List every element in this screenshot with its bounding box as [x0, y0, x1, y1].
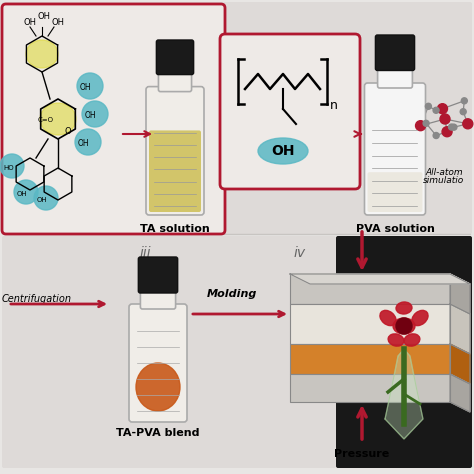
Ellipse shape	[404, 334, 420, 346]
Ellipse shape	[258, 138, 308, 164]
Ellipse shape	[388, 334, 404, 346]
Circle shape	[423, 120, 429, 127]
FancyBboxPatch shape	[2, 236, 336, 468]
FancyBboxPatch shape	[290, 274, 450, 304]
FancyBboxPatch shape	[156, 40, 194, 74]
Circle shape	[34, 186, 58, 210]
FancyBboxPatch shape	[220, 34, 360, 189]
FancyBboxPatch shape	[365, 83, 426, 215]
FancyBboxPatch shape	[375, 35, 415, 71]
Text: simulatio: simulatio	[423, 176, 465, 185]
Text: OH: OH	[24, 18, 37, 27]
Text: C=O: C=O	[38, 117, 54, 123]
Text: All-atom: All-atom	[425, 168, 463, 177]
Circle shape	[440, 114, 450, 124]
Polygon shape	[450, 344, 470, 384]
Polygon shape	[450, 304, 470, 354]
FancyBboxPatch shape	[378, 66, 412, 88]
Circle shape	[82, 101, 108, 127]
Circle shape	[463, 119, 473, 129]
Circle shape	[75, 129, 101, 155]
Ellipse shape	[40, 103, 76, 135]
Text: iv: iv	[294, 246, 306, 260]
Circle shape	[433, 133, 439, 138]
FancyBboxPatch shape	[290, 344, 450, 374]
Circle shape	[416, 121, 426, 131]
Text: Centrifugation: Centrifugation	[2, 294, 72, 304]
FancyBboxPatch shape	[2, 2, 472, 234]
Ellipse shape	[393, 318, 415, 334]
Ellipse shape	[136, 363, 180, 411]
Text: TA-PVA blend: TA-PVA blend	[116, 428, 200, 438]
Text: OH: OH	[78, 139, 90, 148]
Circle shape	[460, 109, 466, 115]
Text: iii: iii	[139, 246, 151, 260]
Text: Molding: Molding	[207, 289, 257, 299]
Text: OH: OH	[52, 18, 65, 27]
Circle shape	[461, 98, 467, 104]
Text: OH: OH	[85, 111, 97, 120]
Polygon shape	[450, 374, 470, 412]
Circle shape	[433, 107, 439, 113]
Text: OH: OH	[37, 197, 47, 203]
FancyBboxPatch shape	[140, 289, 175, 309]
Circle shape	[438, 104, 447, 114]
FancyBboxPatch shape	[129, 304, 187, 422]
Text: PVA solution: PVA solution	[356, 224, 435, 234]
FancyBboxPatch shape	[290, 374, 450, 402]
Polygon shape	[290, 274, 470, 284]
Ellipse shape	[412, 310, 428, 326]
Circle shape	[396, 318, 412, 334]
Text: OH: OH	[80, 83, 91, 92]
Text: O: O	[65, 127, 72, 136]
Text: OH: OH	[271, 144, 295, 158]
Polygon shape	[385, 349, 423, 439]
Ellipse shape	[380, 310, 396, 326]
Circle shape	[0, 154, 24, 178]
Circle shape	[77, 73, 103, 99]
Circle shape	[442, 127, 452, 137]
Ellipse shape	[396, 302, 412, 314]
FancyBboxPatch shape	[149, 130, 201, 212]
FancyBboxPatch shape	[138, 257, 178, 293]
Circle shape	[14, 180, 38, 204]
Text: OH: OH	[38, 12, 51, 21]
Text: TA solution: TA solution	[140, 224, 210, 234]
FancyBboxPatch shape	[146, 87, 204, 215]
Circle shape	[425, 103, 431, 109]
Text: HO: HO	[3, 165, 14, 171]
Circle shape	[451, 124, 457, 130]
Ellipse shape	[26, 40, 58, 68]
Text: n: n	[330, 99, 338, 112]
FancyBboxPatch shape	[367, 172, 422, 212]
FancyBboxPatch shape	[158, 71, 191, 91]
FancyBboxPatch shape	[290, 304, 450, 344]
Text: OH: OH	[17, 191, 27, 197]
Polygon shape	[450, 274, 470, 314]
FancyBboxPatch shape	[336, 236, 472, 468]
Text: Pressure: Pressure	[334, 449, 390, 459]
Circle shape	[448, 124, 455, 130]
FancyBboxPatch shape	[2, 4, 225, 234]
